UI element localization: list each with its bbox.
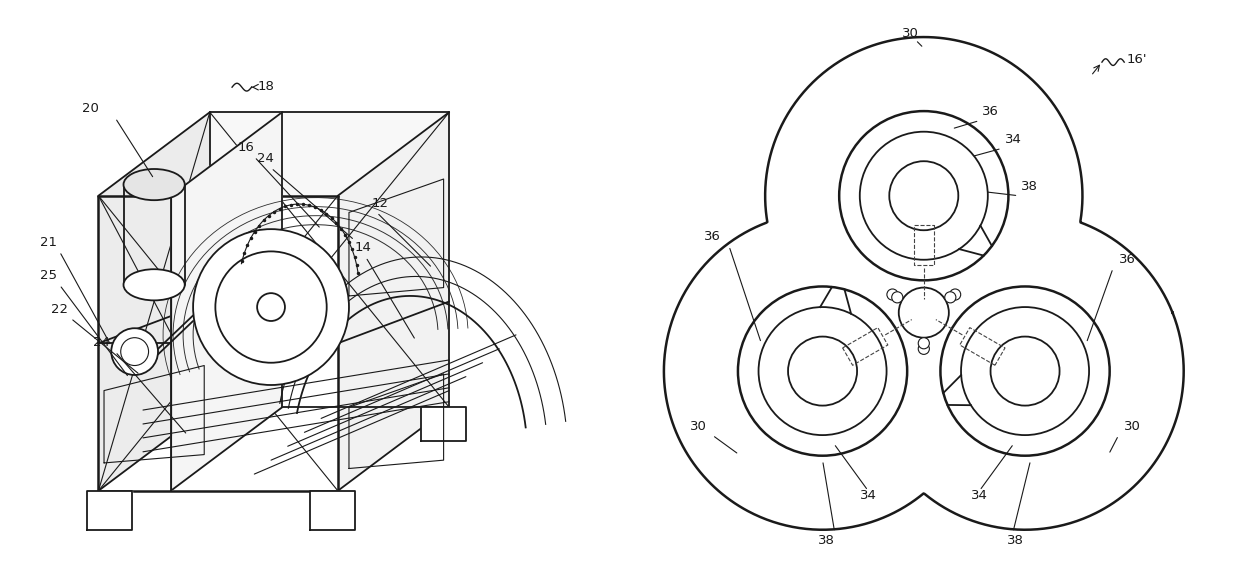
Text: 24: 24: [93, 336, 110, 349]
Circle shape: [738, 287, 908, 456]
Text: 16: 16: [238, 141, 254, 154]
Circle shape: [919, 343, 929, 355]
Text: 30: 30: [1125, 420, 1141, 432]
Circle shape: [839, 111, 1008, 280]
Circle shape: [859, 132, 988, 260]
Circle shape: [759, 307, 887, 435]
Text: 34: 34: [971, 489, 988, 502]
Circle shape: [950, 289, 961, 300]
Text: 12: 12: [371, 197, 388, 210]
Text: 36: 36: [1118, 253, 1136, 265]
Circle shape: [889, 161, 959, 230]
Text: 36: 36: [704, 230, 720, 243]
Text: 30: 30: [689, 420, 707, 432]
Circle shape: [945, 292, 956, 303]
Polygon shape: [663, 37, 1184, 530]
Ellipse shape: [257, 293, 285, 321]
Circle shape: [112, 328, 157, 375]
Circle shape: [940, 287, 1110, 456]
Circle shape: [789, 336, 857, 406]
Circle shape: [991, 336, 1059, 406]
Text: 18: 18: [257, 80, 274, 93]
Text: 34: 34: [1004, 133, 1022, 146]
Circle shape: [892, 292, 903, 303]
Polygon shape: [310, 491, 355, 530]
Text: 22: 22: [51, 302, 68, 316]
Text: 36: 36: [982, 105, 999, 118]
Polygon shape: [171, 113, 283, 491]
Circle shape: [887, 289, 898, 300]
Text: 21: 21: [40, 236, 57, 249]
Text: 38: 38: [818, 534, 835, 547]
Text: 14: 14: [355, 241, 372, 254]
Circle shape: [120, 338, 149, 366]
Text: 34: 34: [859, 489, 877, 502]
Polygon shape: [422, 407, 466, 441]
Text: 38: 38: [1022, 180, 1038, 193]
Ellipse shape: [124, 269, 185, 301]
Ellipse shape: [216, 251, 326, 363]
Polygon shape: [98, 113, 210, 491]
Circle shape: [961, 307, 1089, 435]
Circle shape: [899, 288, 949, 338]
Polygon shape: [87, 491, 131, 530]
Text: 24: 24: [257, 152, 274, 165]
Ellipse shape: [124, 169, 185, 200]
Text: 30: 30: [901, 27, 919, 40]
Text: 38: 38: [1007, 534, 1024, 547]
Circle shape: [919, 338, 929, 349]
Text: 20: 20: [82, 102, 99, 115]
Polygon shape: [337, 113, 449, 491]
Text: 25: 25: [40, 269, 57, 282]
Text: 16': 16': [1127, 53, 1147, 66]
Polygon shape: [98, 113, 449, 196]
Ellipse shape: [193, 229, 348, 385]
